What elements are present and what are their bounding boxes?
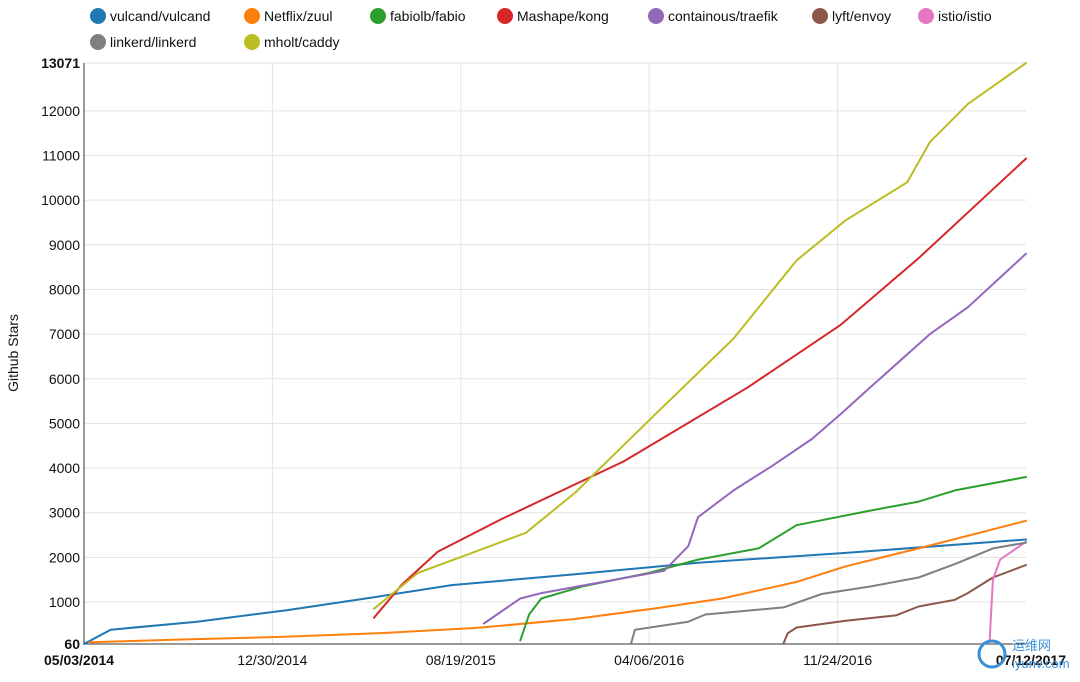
series-line-netflix-zuul: [88, 519, 1027, 644]
watermark-line1: 运维网: [1012, 638, 1051, 653]
axes: 60 1000 2000 3000 4000 5000 6000 7000 8000 9000 10…: [5, 55, 1066, 668]
legend-label: lyft/envoy: [832, 8, 891, 24]
y-tick-label: 1000: [49, 594, 80, 610]
watermark-line2: iyunv.com: [1012, 656, 1070, 671]
series-lines: [83, 62, 1027, 645]
x-tick-label: 12/30/2014: [237, 652, 307, 668]
legend-swatch: [370, 8, 386, 24]
series-line-fabiolb-fabio: [519, 476, 1027, 642]
y-axis-label: Github Stars: [5, 314, 21, 392]
y-tick-label: 7000: [49, 326, 80, 342]
watermark-logo-icon: [977, 639, 1007, 669]
x-tick-label: 05/03/2014: [44, 652, 114, 668]
legend-label: mholt/caddy: [264, 34, 339, 50]
y-tick-label: 10000: [41, 192, 80, 208]
y-tick-label: 5000: [49, 415, 80, 431]
legend-item[interactable]: lyft/envoy: [812, 8, 891, 24]
y-tick-label: 13071: [41, 55, 80, 71]
x-tick-label: 04/06/2016: [614, 652, 684, 668]
series-line-linkerd-linkerd: [629, 541, 1027, 645]
legend-swatch: [497, 8, 513, 24]
legend: vulcand/vulcand Netflix/zuul fabiolb/fabio…: [90, 8, 992, 50]
grid: [84, 62, 1026, 644]
legend-label: vulcand/vulcand: [110, 8, 210, 24]
watermark: 运维网 iyunv.com: [977, 638, 1070, 671]
y-tick-label: 6000: [49, 371, 80, 387]
legend-swatch: [812, 8, 828, 24]
y-tick-label: 60: [64, 636, 80, 652]
y-tick-label: 9000: [49, 237, 80, 253]
legend-item[interactable]: mholt/caddy: [244, 34, 339, 50]
legend-swatch: [90, 34, 106, 50]
series-line-lyft-envoy: [782, 564, 1027, 645]
x-tick-label: 08/19/2015: [426, 652, 496, 668]
series-line-containous-traefik: [482, 252, 1027, 625]
legend-swatch: [244, 34, 260, 50]
legend-item[interactable]: Mashape/kong: [497, 8, 609, 24]
legend-swatch: [918, 8, 934, 24]
y-tick-label: 4000: [49, 460, 80, 476]
legend-label: istio/istio: [938, 8, 992, 24]
x-tick-label: 07/12/2017: [996, 652, 1066, 668]
series-line-vulcand-vulcand: [83, 538, 1027, 645]
series-line-mholt-caddy: [373, 62, 1027, 610]
y-tick-label: 11000: [42, 147, 80, 163]
legend-item[interactable]: fabiolb/fabio: [370, 8, 466, 24]
legend-item[interactable]: Netflix/zuul: [244, 8, 332, 24]
y-tick-label: 3000: [49, 505, 80, 521]
y-tick-label: 8000: [49, 281, 80, 297]
x-tick-label: 11/24/2016: [803, 652, 872, 668]
legend-swatch: [90, 8, 106, 24]
legend-item[interactable]: istio/istio: [918, 8, 992, 24]
legend-swatch: [648, 8, 664, 24]
series-line-mashape-kong: [373, 157, 1027, 619]
legend-label: Mashape/kong: [517, 8, 609, 24]
legend-item[interactable]: linkerd/linkerd: [90, 34, 196, 50]
legend-label: linkerd/linkerd: [110, 34, 196, 50]
legend-swatch: [244, 8, 260, 24]
y-tick-label: 2000: [49, 549, 80, 565]
legend-label: fabiolb/fabio: [390, 8, 466, 24]
y-tick-label: 12000: [41, 103, 80, 119]
legend-label: Netflix/zuul: [264, 8, 332, 24]
legend-item[interactable]: containous/traefik: [648, 8, 779, 24]
legend-label: containous/traefik: [668, 8, 779, 24]
legend-item[interactable]: vulcand/vulcand: [90, 8, 210, 24]
